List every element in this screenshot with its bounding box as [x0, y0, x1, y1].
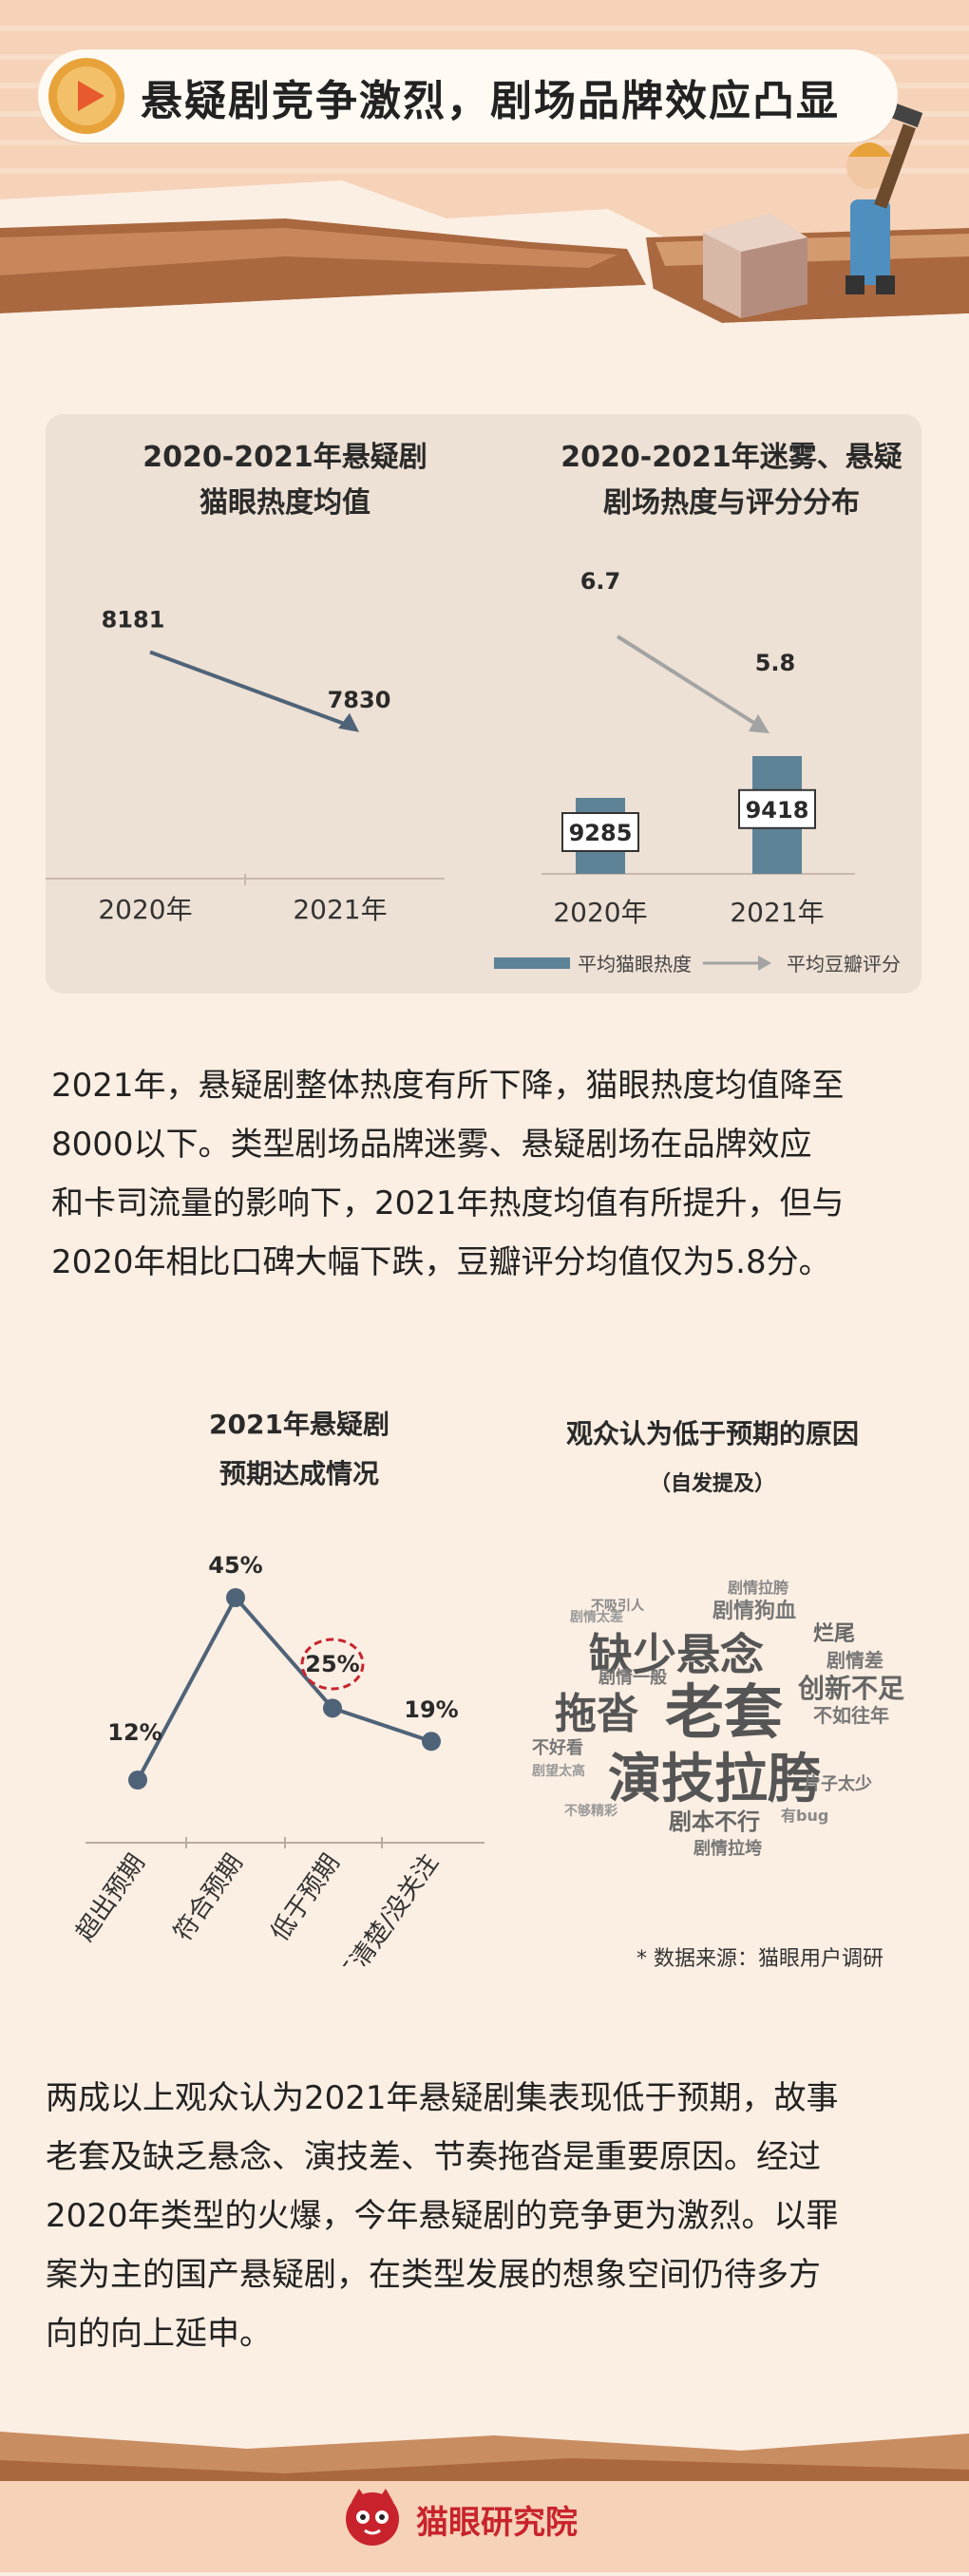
block-icon	[703, 214, 808, 318]
cloud-word: 老套	[665, 1677, 784, 1747]
wordcloud-subtitle: （自发提及）	[649, 1472, 775, 1496]
x-tick-label: 2020年	[98, 894, 192, 925]
expectation-line	[136, 1594, 432, 1781]
bar-label: 9418	[746, 797, 809, 824]
summary-paragraph-2: 两成以上观众认为2021年悬疑剧集表现低于预期，故事 老套及缺乏悬念、演技差、节…	[46, 2079, 839, 2353]
x-tick-label: 符合预期	[168, 1849, 248, 1946]
data-label: 12%	[107, 1719, 162, 1746]
cloud-word: 烂尾	[813, 1622, 856, 1646]
source-note: * 数据来源：猫眼用户调研	[636, 1947, 884, 1971]
heat-rating-chart: 9285 2020年 9418 2021年 6.7 5.8 平均猫眼热度 平均豆瓣评分	[494, 568, 901, 975]
x-tick-label: 低于预期	[265, 1849, 345, 1946]
x-tick-label: 2021年	[730, 897, 824, 928]
cloud-word: 不好看	[532, 1738, 583, 1758]
data-label: 8181	[102, 607, 165, 634]
cloud-word: 片子太少	[804, 1774, 872, 1794]
highlight-circle	[300, 1638, 365, 1691]
chart3-title: 2021年悬疑剧 预期达成情况	[209, 1409, 390, 1489]
trend-arrowhead	[338, 712, 359, 732]
trend-line	[149, 650, 352, 729]
chart2-title: 2020-2021年迷雾、悬疑 剧场热度与评分分布	[532, 435, 931, 526]
data-point	[323, 1698, 342, 1718]
rating-label: 5.8	[755, 650, 796, 676]
cat-logo-icon	[342, 2487, 403, 2548]
chart1-title: 2020-2021年悬疑剧 猫眼热度均值	[95, 435, 475, 526]
cloud-word: 剧情太差	[570, 1610, 623, 1625]
legend-label: 平均豆瓣评分	[787, 953, 901, 975]
legend-swatch-bar	[494, 957, 570, 969]
charts-panel	[46, 414, 922, 994]
legend-label: 平均猫眼热度	[578, 953, 692, 975]
data-label: 19%	[404, 1696, 458, 1723]
data-label: 25%	[305, 1651, 359, 1677]
x-tick-label: 超出预期	[70, 1849, 150, 1946]
cloud-word: 不够精彩	[564, 1804, 618, 1819]
cloud-word: 不吸引人	[591, 1599, 644, 1614]
wordcloud-title: 观众认为低于预期的原因	[565, 1418, 859, 1449]
x-tick-label: 不清楚/没关注	[332, 1849, 445, 1966]
cloud-word: 剧望太高	[532, 1764, 585, 1779]
cloud-word: 剧情拉胯	[728, 1579, 789, 1597]
rating-arrowhead	[749, 714, 770, 733]
data-label: 7830	[328, 687, 391, 713]
worker-icon	[846, 96, 923, 294]
cloud-word: 有bug	[781, 1807, 829, 1825]
title-banner	[38, 49, 898, 142]
cloud-word: 拖沓	[555, 1690, 638, 1738]
chart1-title-text: 2020-2021年悬疑剧 猫眼热度均值	[142, 441, 428, 520]
cloud-word: 不如往年	[813, 1704, 889, 1727]
x-tick-label: 2021年	[293, 894, 387, 925]
x-tick-label: 2020年	[553, 897, 647, 928]
cloud-word: 剧情一般	[598, 1668, 667, 1688]
cloud-word: 剧情狗血	[712, 1600, 797, 1623]
chart2-title-text: 2020-2021年迷雾、悬疑 剧场热度与评分分布	[560, 441, 902, 520]
cloud-word: 创新不足	[798, 1673, 905, 1704]
cloud-word: 演技拉胯	[608, 1749, 821, 1810]
page-title: 悬疑剧竞争激烈，剧场品牌效应凸显	[141, 77, 840, 125]
cloud-word: 缺少悬念	[589, 1629, 764, 1680]
cloud-word: 剧本不行	[669, 1809, 760, 1835]
cloud-word: 剧情拉垮	[694, 1839, 762, 1859]
brand-name: 猫眼研究院	[416, 2504, 578, 2542]
rating-line	[616, 635, 762, 729]
data-point	[422, 1732, 441, 1752]
footer	[0, 2432, 969, 2572]
bar-label-box	[561, 812, 639, 852]
heat-average-chart: 8181 7830 2020年 2021年	[46, 607, 445, 925]
summary-paragraph-1: 2021年，悬疑剧整体热度有所下降，猫眼热度均值降至 8000以下。类型剧场品牌…	[51, 1067, 845, 1281]
bar-label-box	[738, 788, 816, 829]
rating-label: 6.7	[580, 568, 621, 595]
data-point	[128, 1771, 147, 1790]
cloud-word: 剧情差	[826, 1649, 884, 1672]
data-label: 45%	[208, 1552, 262, 1579]
bar-label: 9285	[569, 820, 633, 846]
legend-swatch-arrow	[758, 956, 771, 971]
word-cloud: 老套 演技拉胯 缺少悬念 拖沓 创新不足 剧情狗血 剧本不行 剧情差 不如往年 …	[513, 1558, 931, 1862]
data-point	[226, 1588, 245, 1607]
play-icon	[48, 57, 125, 135]
